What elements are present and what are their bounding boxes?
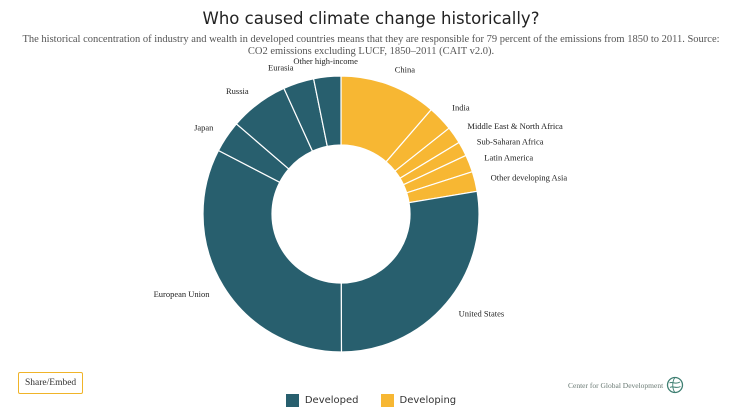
slice-label-eurasia: Eurasia xyxy=(268,62,294,72)
legend-label-developing: Developing xyxy=(399,395,457,406)
legend-swatch-developing xyxy=(380,394,394,407)
subtitle-line-2: CO2 emissions excluding LUCF, 1850–2011 … xyxy=(247,46,495,57)
slice-label-china: China xyxy=(395,65,416,75)
chart-subtitle: The historical concentration of industry… xyxy=(22,34,720,58)
slice-label-other-high-income: Other high-income xyxy=(293,56,358,66)
legend: Developed Developing xyxy=(0,394,742,407)
slice-label-united-states: United States xyxy=(459,308,505,318)
legend-item-developing[interactable]: Developing xyxy=(380,394,457,407)
legend-item-developed[interactable]: Developed xyxy=(285,394,359,407)
slice-label-other-developing-asia: Other developing Asia xyxy=(491,173,568,183)
slice-label-middle-east-and-north-africa: Middle East & North Africa xyxy=(467,121,563,131)
legend-swatch-developed xyxy=(285,394,299,407)
slice-label-russia: Russia xyxy=(226,86,249,96)
globe-icon xyxy=(667,376,684,394)
slice-european-union[interactable] xyxy=(202,149,343,353)
donut-slices xyxy=(202,75,480,353)
legend-label-developed: Developed xyxy=(304,395,359,406)
logo-text: Center for Global Development xyxy=(568,380,664,390)
subtitle-line-1: The historical concentration of industry… xyxy=(22,34,720,45)
chart-title: Who caused climate change historically? xyxy=(202,9,540,28)
slice-other-high-income[interactable] xyxy=(312,75,342,148)
share-embed-button[interactable]: Share/Embed xyxy=(18,372,84,394)
slice-united-states[interactable] xyxy=(340,190,480,353)
slice-label-sub-saharan-africa: Sub-Saharan Africa xyxy=(477,136,544,146)
slice-label-latin-america: Latin America xyxy=(484,153,533,163)
slice-label-japan: Japan xyxy=(194,123,214,133)
slice-label-india: India xyxy=(452,102,470,112)
cgd-logo: Center for Global Development xyxy=(568,376,684,394)
slice-label-european-union: European Union xyxy=(154,289,211,299)
slice-labels: China India Middle East & North Africa Sub-… xyxy=(154,56,568,319)
